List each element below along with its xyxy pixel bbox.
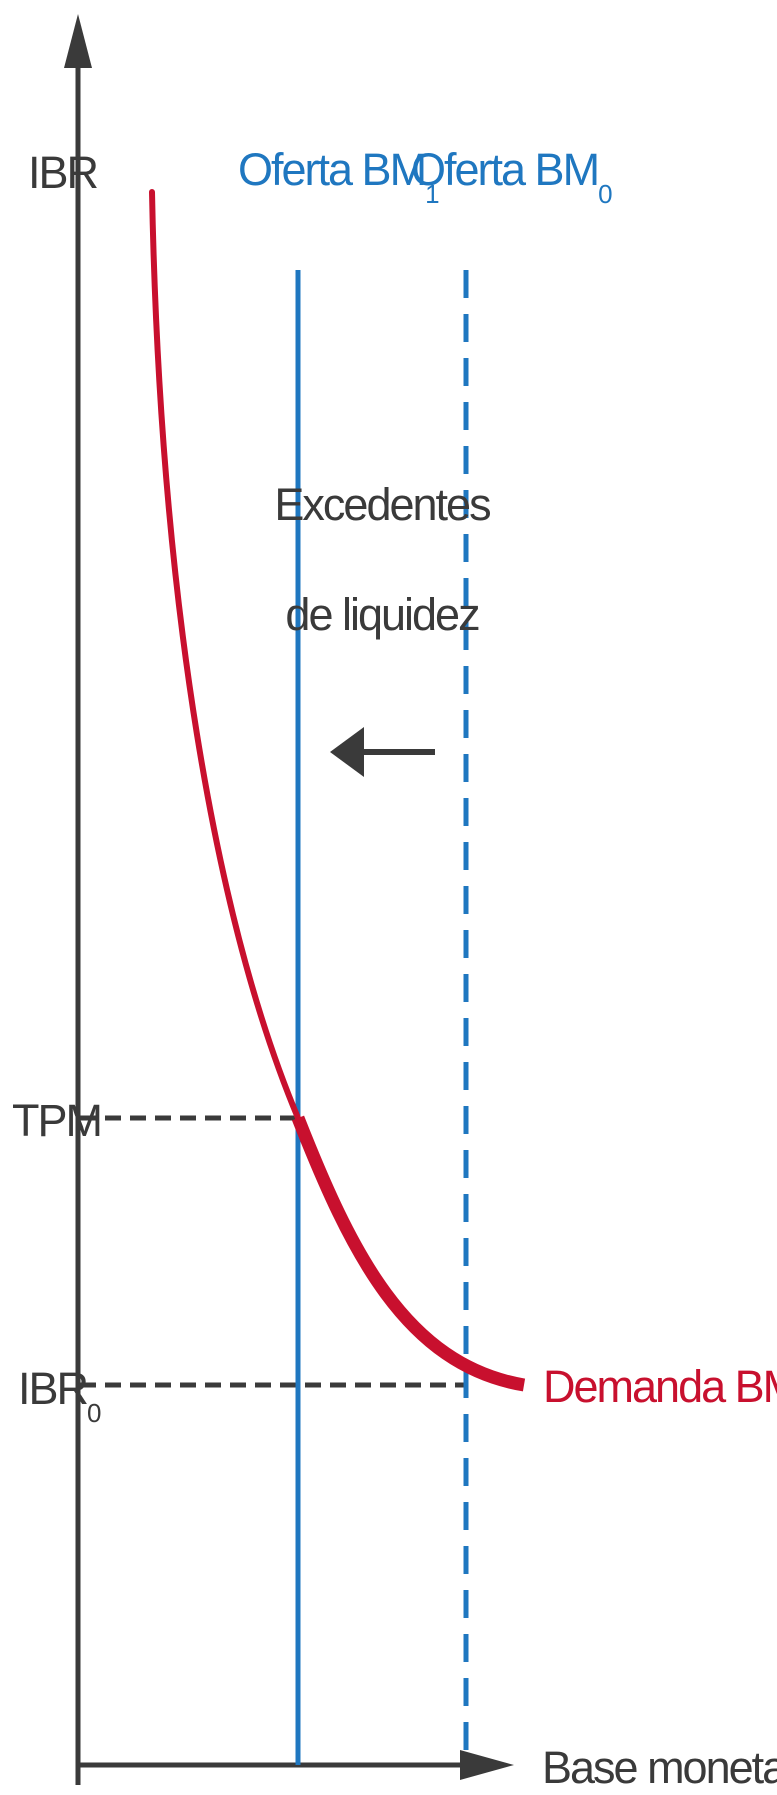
- y-axis-label: IBR: [28, 147, 98, 198]
- demand-curve-lower: [291, 1115, 526, 1392]
- ibr0-text: IBR: [18, 1363, 88, 1414]
- supply-bm1-label: Oferta BM1: [238, 144, 439, 209]
- tpm-label: TPM: [12, 1095, 101, 1146]
- supply-bm1-text: Oferta BM: [238, 144, 425, 195]
- ibr0-label: IBR0: [18, 1363, 101, 1428]
- x-axis-arrowhead: [460, 1750, 514, 1780]
- demand-curve: [149, 189, 301, 1121]
- ibr0-subscript: 0: [87, 1398, 101, 1428]
- supply-bm0-text: Oferta BM: [411, 144, 598, 195]
- annotation-line-1: Excedentes: [274, 479, 490, 530]
- supply-bm0-label: Oferta BM0: [411, 144, 612, 209]
- shift-arrow-left-icon: [330, 727, 364, 777]
- y-axis-arrowhead: [64, 14, 92, 68]
- annotation-line-2: de liquidez: [285, 589, 479, 640]
- x-axis-label: Base monetaria (BM): [542, 1742, 777, 1793]
- supply-bm0-subscript: 0: [598, 179, 612, 209]
- demand-label: Demanda BM: [543, 1361, 777, 1412]
- supply-bm1-subscript: 1: [425, 179, 439, 209]
